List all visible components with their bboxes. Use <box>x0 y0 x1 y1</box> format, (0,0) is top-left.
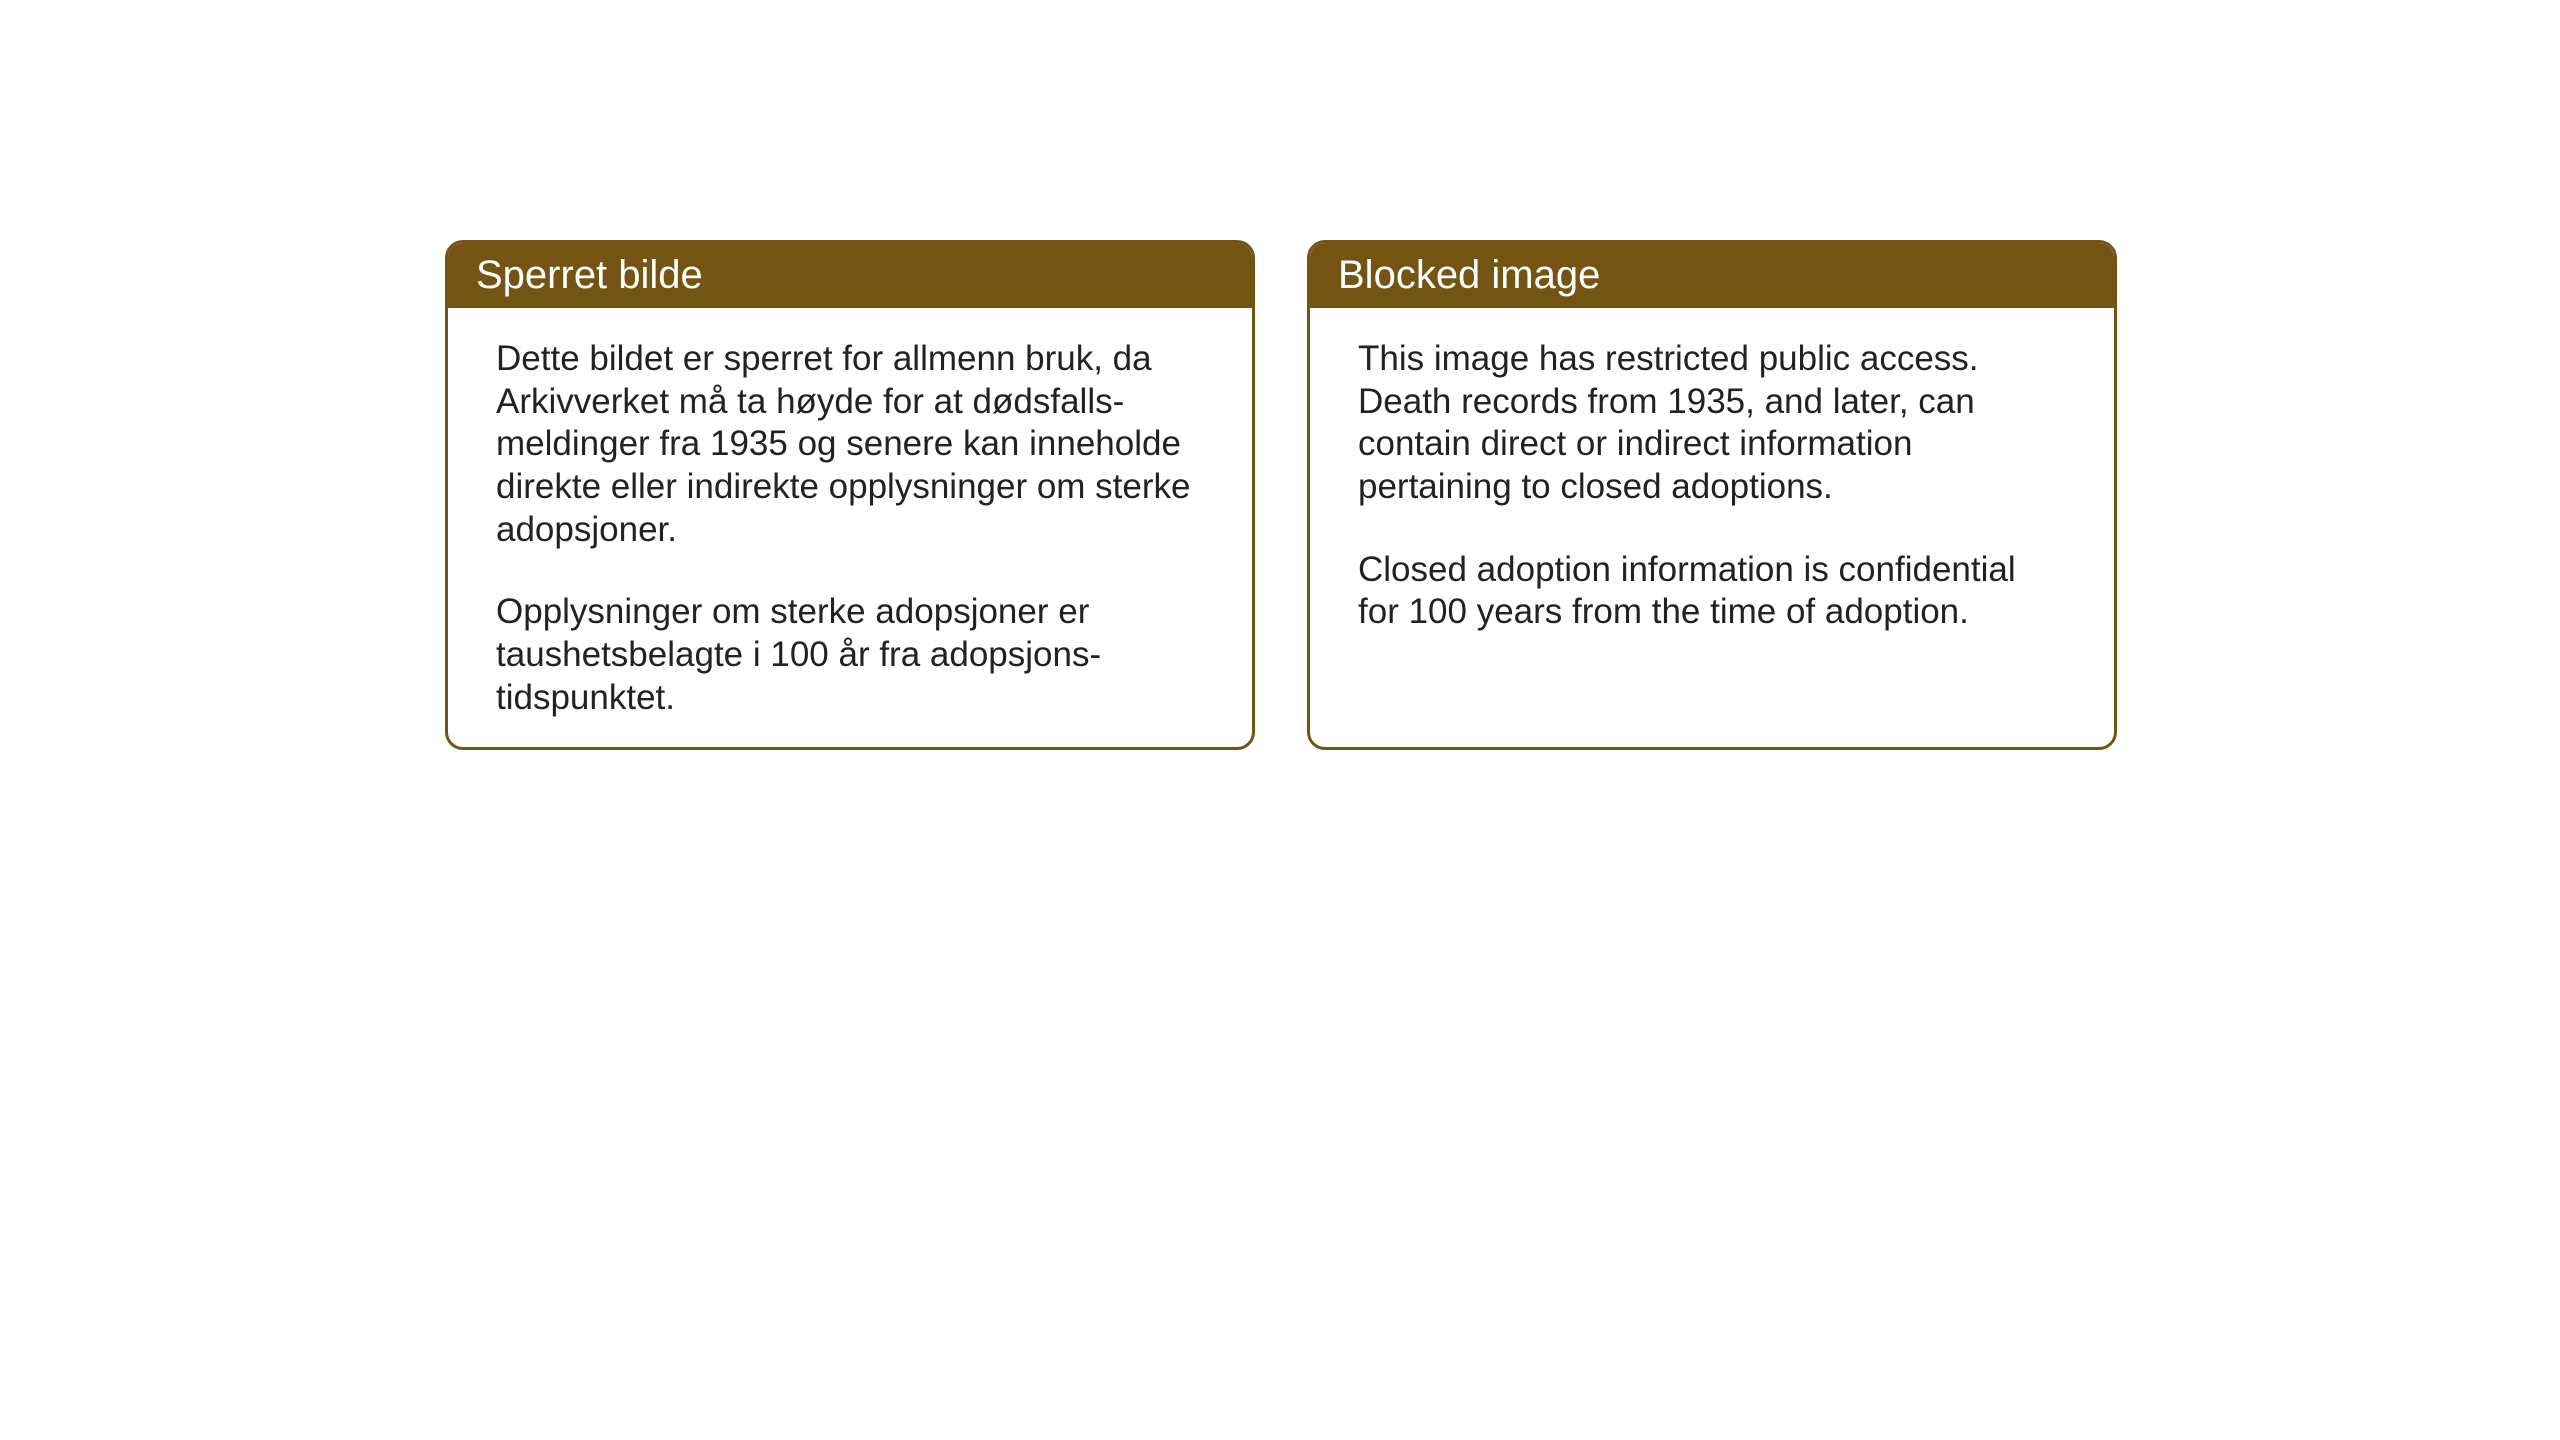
panel-header-english: Blocked image <box>1310 243 2114 308</box>
notice-panel-norwegian: Sperret bilde Dette bildet er sperret fo… <box>445 240 1255 750</box>
panel-body-english: This image has restricted public access.… <box>1310 308 2114 664</box>
notice-panel-english: Blocked image This image has restricted … <box>1307 240 2117 750</box>
paragraph-text: This image has restricted public access.… <box>1358 338 2066 509</box>
paragraph-text: Dette bildet er sperret for allmenn bruk… <box>496 338 1204 551</box>
paragraph-text: Closed adoption information is confident… <box>1358 549 2066 634</box>
panel-header-norwegian: Sperret bilde <box>448 243 1252 308</box>
header-text: Sperret bilde <box>476 253 703 297</box>
panel-body-norwegian: Dette bildet er sperret for allmenn bruk… <box>448 308 1252 750</box>
notice-container: Sperret bilde Dette bildet er sperret fo… <box>445 240 2117 750</box>
paragraph-text: Opplysninger om sterke adopsjoner er tau… <box>496 591 1204 719</box>
header-text: Blocked image <box>1338 253 1600 297</box>
